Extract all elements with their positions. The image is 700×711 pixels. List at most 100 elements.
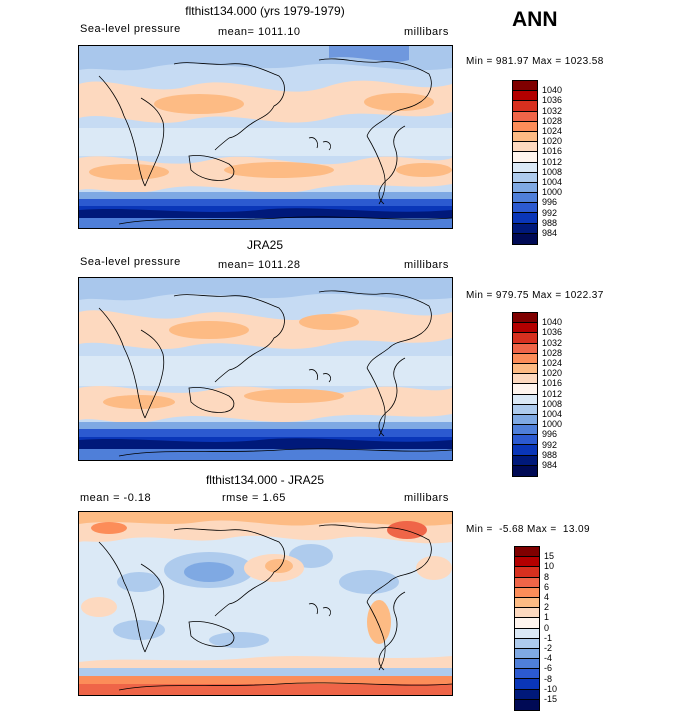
- colorbar-tick-label: -8: [544, 673, 553, 684]
- panel2-mean-label: mean= 1011.28: [218, 259, 301, 271]
- colorbar-tick-label: 1036: [542, 95, 563, 106]
- colorbar-tick-label: 984: [542, 228, 558, 238]
- colorbar-swatch: [513, 353, 537, 364]
- colorbar-swatch: [513, 213, 537, 224]
- colorbar-tick-label: 988: [542, 217, 558, 228]
- colorbar-tick-label: 1016: [542, 146, 563, 157]
- colorbar-swatch: [515, 628, 539, 639]
- colorbar-swatch: [513, 193, 537, 204]
- colorbar-swatch: [515, 659, 539, 670]
- colorbar-swatch: [513, 172, 537, 183]
- colorbar-tick-label: 984: [542, 460, 558, 470]
- colorbar-tick-label: 988: [542, 449, 558, 460]
- panel3-min-max: Min = -5.68 Max = 13.09: [466, 524, 590, 535]
- colorbar-swatch: [515, 679, 539, 690]
- colorbar-tick-label: 1036: [542, 327, 563, 338]
- colorbar-tick-label: 1024: [542, 126, 563, 136]
- colorbar-tick-label: 6: [544, 581, 550, 592]
- colorbar-swatch: [515, 669, 539, 680]
- colorbar-tick-label: 1012: [542, 388, 563, 399]
- panel2-map-svg: [79, 278, 452, 460]
- colorbar-swatch: [513, 414, 537, 426]
- colorbar-tick-label: -1: [544, 632, 553, 643]
- colorbar-swatch: [513, 111, 537, 122]
- panel2-map: [78, 277, 453, 461]
- panel2-units-label: millibars: [404, 259, 449, 271]
- panel1-min-max: Min = 981.97 Max = 1023.58: [466, 56, 604, 67]
- colorbar-swatch: [513, 182, 537, 194]
- colorbar-swatch: [513, 91, 537, 102]
- panel1-title: flthist134.000 (yrs 1979-1979): [185, 4, 345, 18]
- colorbar-swatch: [513, 455, 537, 466]
- panel2-min-max: Min = 979.75 Max = 1022.37: [466, 290, 604, 301]
- colorbar-swatch: [515, 648, 539, 660]
- colorbar-tick-label: 1004: [542, 409, 563, 419]
- panel1-units-label: millibars: [404, 26, 449, 38]
- colorbar-swatch: [513, 313, 537, 324]
- colorbar-tick-label: 1: [544, 612, 550, 623]
- colorbar-swatch: [513, 152, 537, 163]
- colorbar-swatch: [515, 608, 539, 619]
- season-label: ANN: [512, 8, 558, 31]
- colorbar-swatch: [513, 425, 537, 436]
- panel3-map: [78, 511, 453, 696]
- colorbar-tick-label: -15: [544, 694, 558, 704]
- colorbar-tick-label: 4: [544, 592, 550, 602]
- colorbar-swatch: [515, 557, 539, 568]
- colorbar-swatch: [513, 323, 537, 334]
- panel1-field-label: Sea-level pressure: [80, 23, 181, 35]
- colorbar-tick-label: 992: [542, 439, 558, 450]
- colorbar-tick-label: 992: [542, 207, 558, 218]
- panel3-map-svg: [79, 512, 452, 695]
- panel1-colorbar: [512, 80, 538, 245]
- colorbar-tick-label: 1028: [542, 115, 563, 126]
- colorbar-swatch: [513, 162, 537, 173]
- colorbar-swatch: [513, 121, 537, 132]
- colorbar-swatch: [513, 333, 537, 344]
- colorbar-swatch: [513, 374, 537, 385]
- colorbar-swatch: [513, 445, 537, 456]
- panel3-units-label: millibars: [404, 492, 449, 504]
- panel2-title: JRA25: [246, 238, 284, 252]
- colorbar-swatch: [513, 435, 537, 446]
- colorbar-tick-label: -10: [544, 683, 558, 694]
- colorbar-tick-label: 1040: [542, 317, 563, 328]
- panel2-field-label: Sea-level pressure: [80, 256, 181, 268]
- colorbar-tick-label: -4: [544, 653, 553, 664]
- colorbar-swatch: [513, 394, 537, 405]
- colorbar-tick-label: 1008: [542, 166, 563, 177]
- panel3-colorbar: [514, 546, 540, 711]
- colorbar-tick-label: 0: [544, 622, 550, 633]
- colorbar-tick-label: 1016: [542, 378, 563, 389]
- colorbar-swatch: [513, 142, 537, 153]
- colorbar-tick-label: 8: [544, 571, 550, 582]
- colorbar-tick-label: 1000: [542, 187, 563, 198]
- colorbar-swatch: [513, 465, 537, 476]
- colorbar-tick-label: 1032: [542, 105, 563, 116]
- colorbar-swatch: [513, 233, 537, 244]
- colorbar-tick-label: 1028: [542, 347, 563, 358]
- colorbar-tick-label: 1012: [542, 156, 563, 167]
- colorbar-swatch: [513, 343, 537, 354]
- colorbar-swatch: [515, 577, 539, 588]
- colorbar-tick-label: -6: [544, 663, 553, 674]
- colorbar-tick-label: 996: [542, 429, 558, 440]
- colorbar-swatch: [515, 597, 539, 609]
- colorbar-tick-label: -2: [544, 643, 553, 653]
- colorbar-tick-label: 1020: [542, 136, 563, 147]
- colorbar-tick-label: 996: [542, 197, 558, 208]
- colorbar-tick-label: 1000: [542, 419, 563, 430]
- colorbar-swatch: [513, 223, 537, 234]
- colorbar-tick-label: 1008: [542, 398, 563, 409]
- colorbar-swatch: [513, 101, 537, 112]
- colorbar-swatch: [515, 567, 539, 578]
- panel1-mean-label: mean= 1011.10: [218, 26, 301, 38]
- colorbar-swatch: [515, 638, 539, 649]
- colorbar-tick-label: 1004: [542, 177, 563, 187]
- panel3-mean-label: mean = -0.18: [80, 492, 152, 504]
- colorbar-tick-label: 15: [544, 551, 555, 562]
- panel2-colorbar: [512, 312, 538, 477]
- colorbar-swatch: [513, 404, 537, 415]
- colorbar-swatch: [515, 547, 539, 558]
- colorbar-tick-label: 1032: [542, 337, 563, 348]
